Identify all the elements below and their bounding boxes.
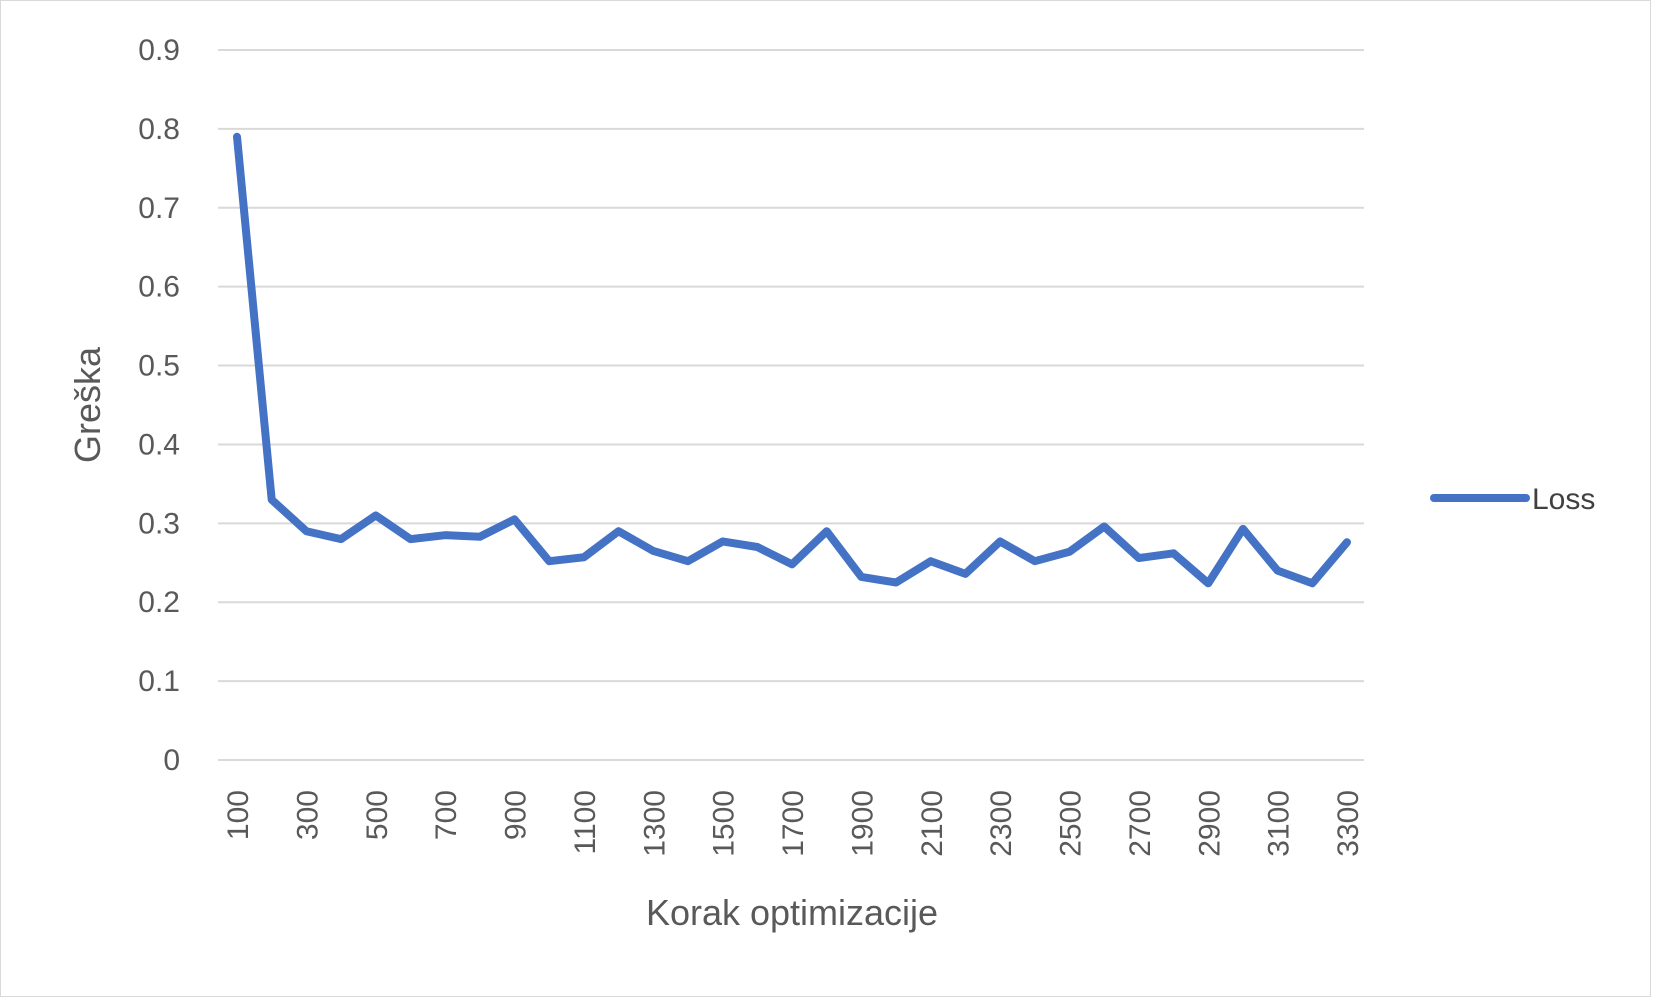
y-tick-label: 0.1: [138, 665, 180, 698]
y-tick-label: 0.6: [138, 271, 180, 304]
x-tick-label: 1700: [777, 790, 810, 857]
x-tick-label: 2700: [1124, 790, 1157, 857]
x-tick-label: 1500: [708, 790, 741, 857]
y-tick-label: 0.4: [138, 428, 180, 461]
series-layer: [233, 132, 1351, 588]
series-line-loss: [233, 132, 1351, 588]
y-axis-title: Greška: [67, 346, 108, 463]
y-tick-label: 0.2: [138, 586, 180, 619]
x-axis-title: Korak optimizacije: [646, 892, 938, 933]
x-tick-label: 300: [291, 790, 324, 840]
y-tick-label: 0.3: [138, 507, 180, 540]
x-tick-label: 2500: [1055, 790, 1088, 857]
y-tick-label: 0: [163, 744, 180, 777]
x-tick-label: 1300: [638, 790, 671, 857]
y-tick-label: 0.5: [138, 350, 180, 383]
legend: Loss: [1430, 483, 1595, 516]
x-axis-ticks: 100 300 500 700 900 1100 1300 1500 1700 1900 2100 2…: [222, 790, 1365, 857]
x-tick-label: 2300: [985, 790, 1018, 857]
y-axis-ticks: 0 0.1 0.2 0.3 0.4 0.5 0.6 0.7 0.8 0.9: [138, 34, 180, 777]
x-tick-label: 700: [430, 790, 463, 840]
x-tick-label: 500: [361, 790, 394, 840]
x-tick-label: 100: [222, 790, 255, 840]
gridlines: [218, 49, 1364, 761]
legend-label-loss: Loss: [1532, 483, 1595, 516]
x-tick-label: 3100: [1263, 790, 1296, 857]
y-tick-label: 0.9: [138, 34, 180, 67]
x-tick-label: 1900: [846, 790, 879, 857]
x-tick-label: 900: [500, 790, 533, 840]
y-tick-label: 0.8: [138, 113, 180, 146]
y-tick-label: 0.7: [138, 192, 180, 225]
x-tick-label: 3300: [1332, 790, 1365, 857]
x-tick-label: 1100: [569, 790, 602, 855]
x-tick-label: 2100: [916, 790, 949, 857]
x-tick-label: 2900: [1193, 790, 1226, 857]
